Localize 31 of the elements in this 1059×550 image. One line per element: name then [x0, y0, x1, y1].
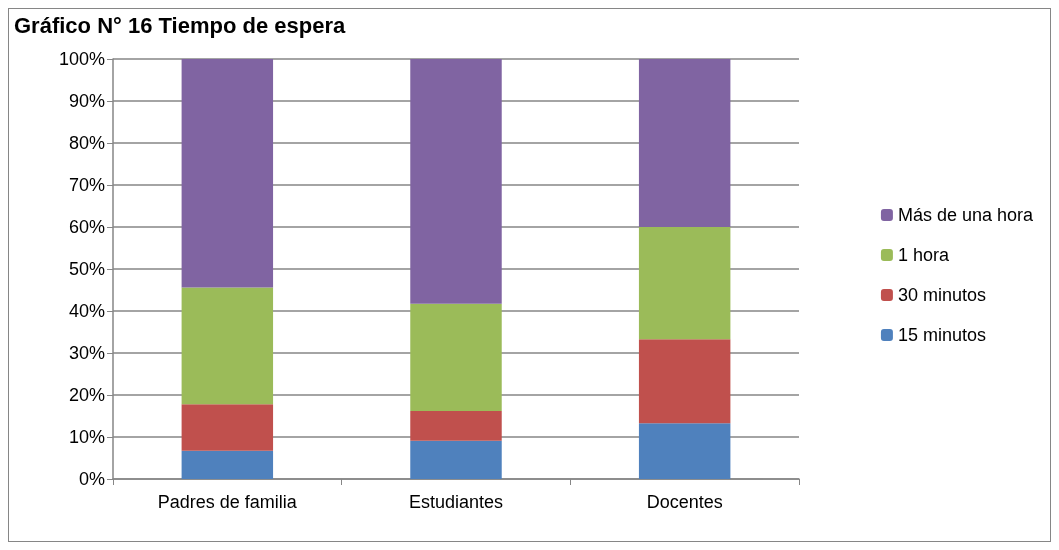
y-tick-label: 20%: [68, 385, 105, 405]
legend-label: 1 hora: [897, 245, 950, 265]
bar: [181, 404, 274, 451]
y-tick-label: 40%: [68, 301, 105, 321]
bar: [181, 59, 274, 288]
x-tick-label: Docentes: [646, 492, 723, 512]
bar: [638, 339, 731, 424]
bar: [638, 227, 731, 340]
legend-label: Más de una hora: [897, 205, 1034, 225]
y-tick-label: 50%: [68, 259, 105, 279]
bar: [638, 423, 731, 479]
y-tick-label: 90%: [68, 91, 105, 111]
bar: [410, 303, 502, 411]
x-tick-label: Estudiantes: [408, 492, 504, 512]
chart-title: Gráfico N° 16 Tiempo de espera: [14, 12, 346, 38]
bar: [410, 59, 502, 304]
y-tick-label: 0%: [78, 469, 105, 489]
y-tick-label: 100%: [58, 49, 105, 69]
y-tick-label: 10%: [68, 427, 105, 447]
bar: [638, 59, 731, 227]
bar: [181, 287, 274, 405]
bar: [410, 440, 502, 479]
bar: [181, 450, 274, 479]
x-tick-label: Padres de familia: [157, 492, 298, 512]
legend-label: 30 minutos: [897, 285, 986, 305]
y-tick-label: 30%: [68, 343, 105, 363]
bar: [410, 410, 502, 441]
y-tick-label: 60%: [68, 217, 105, 237]
legend-label: 15 minutos: [897, 325, 986, 345]
y-tick-label: 70%: [68, 175, 105, 195]
y-tick-label: 80%: [68, 133, 105, 153]
